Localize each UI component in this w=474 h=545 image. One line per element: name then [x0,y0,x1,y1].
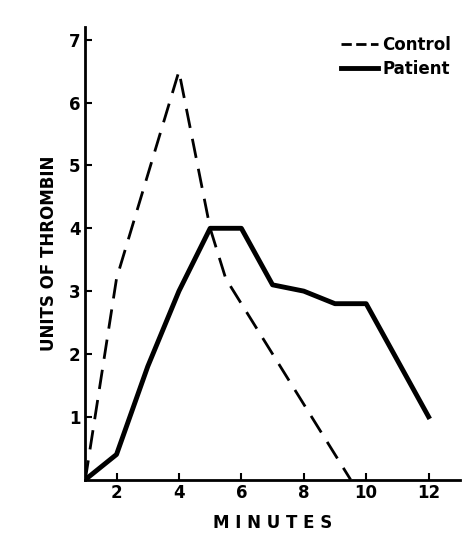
Patient [426,414,431,420]
Patient [270,282,275,288]
Patient [363,300,369,307]
Control [82,476,88,483]
Patient [176,288,182,294]
Patient [98,464,104,470]
Control [207,225,213,232]
Line: Patient: Patient [85,228,428,480]
Patient [145,363,151,370]
Line: Control: Control [85,71,351,480]
Control [176,68,182,75]
Patient [207,225,213,232]
Patient [238,225,244,232]
Patient [82,476,88,483]
Control [114,275,119,282]
X-axis label: M I N U T E S: M I N U T E S [213,513,332,531]
Control [223,275,228,282]
Legend: Control, Patient: Control, Patient [341,35,451,78]
Control [348,476,354,483]
Y-axis label: UNITS OF THROMBIN: UNITS OF THROMBIN [40,156,58,351]
Patient [301,288,307,294]
Patient [332,300,338,307]
Patient [114,451,119,458]
